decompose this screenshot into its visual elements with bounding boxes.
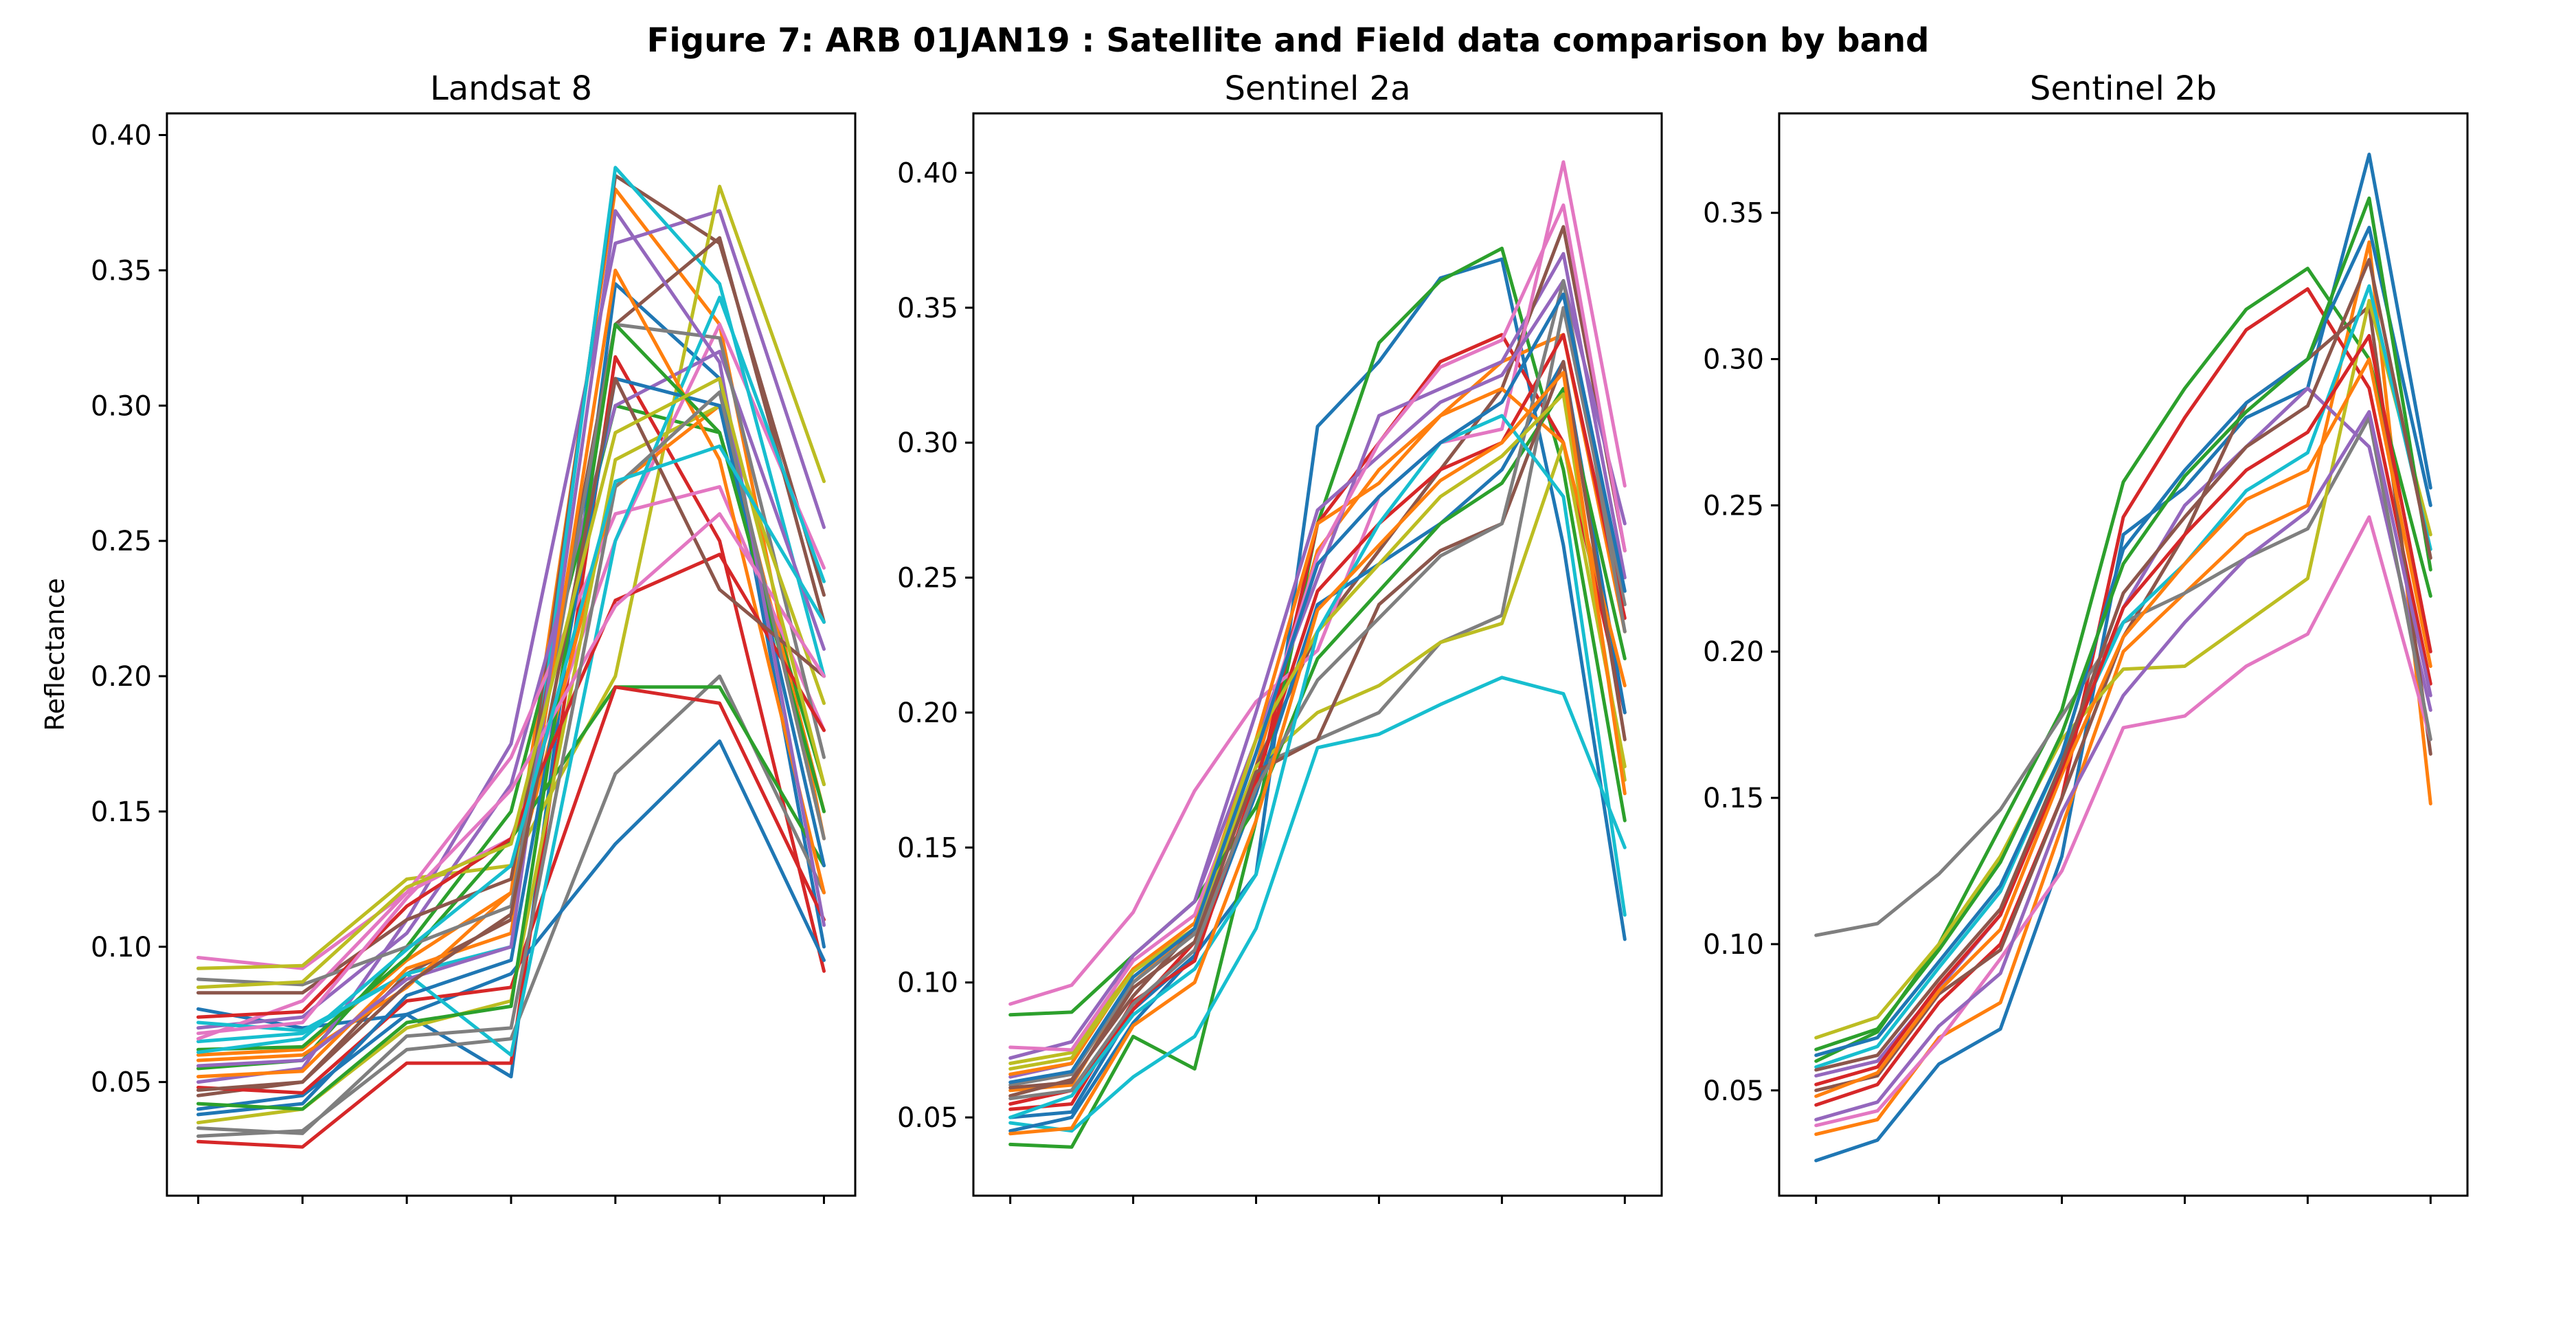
series-line: [1814, 334, 2432, 1086]
panel-title: Sentinel 2a: [1224, 69, 1410, 108]
y-tick-label: 0.40: [897, 157, 958, 189]
series-line: [196, 377, 826, 1092]
series-line: [196, 236, 826, 995]
y-tick-label: 0.25: [897, 563, 958, 594]
series-line: [196, 209, 826, 1084]
panel-title: Sentinel 2b: [2030, 69, 2217, 108]
series-line: [196, 685, 826, 1095]
series-line: [196, 484, 826, 1041]
series-group: [196, 166, 826, 1149]
series-line: [1008, 414, 1627, 1119]
y-tick-label: 0.05: [91, 1067, 152, 1099]
y-tick-label: 0.10: [1703, 929, 1764, 961]
series-line: [1008, 359, 1627, 1090]
panels: Landsat 8 0.05 0.10 0.15 0.20 0.25 0.30 0.35 0.4…: [40, 69, 2469, 1204]
series-line: [196, 295, 826, 1057]
series-line: [196, 355, 826, 1149]
series-line: [196, 268, 826, 1079]
series-line: [196, 350, 826, 1030]
y-tick-label: 0.05: [1703, 1075, 1764, 1107]
y-tick-label: 0.30: [897, 427, 958, 459]
y-tick-label: 0.25: [1703, 490, 1764, 522]
y-tick-label: 0.15: [1703, 783, 1764, 814]
series-line: [1814, 410, 2432, 1121]
y-axis-label: Reflectance: [40, 578, 70, 731]
y-tick-label: 0.35: [1703, 198, 1764, 230]
y-tick-label: 0.20: [897, 697, 958, 729]
y-tick-label: 0.35: [91, 255, 152, 287]
series-line: [196, 209, 826, 1068]
series-line: [1008, 203, 1627, 1052]
y-tick-label: 0.10: [897, 968, 958, 999]
series-group: [1814, 153, 2432, 1163]
series-line: [1008, 279, 1627, 1060]
series-line: [1814, 267, 2432, 1063]
y-tick-label: 0.05: [897, 1102, 958, 1134]
plot-frame: [1778, 112, 2469, 1197]
series-line: [1814, 153, 2432, 1163]
y-tick-label: 0.30: [1703, 344, 1764, 376]
y-tick-label: 0.25: [91, 526, 152, 557]
panel-title: Landsat 8: [430, 69, 592, 108]
y-tick-label: 0.20: [1703, 636, 1764, 668]
series-line: [1814, 258, 2432, 1072]
series-line: [196, 674, 826, 1138]
series-line: [1008, 387, 1627, 1017]
series-line: [1008, 675, 1627, 1133]
panel-1: Landsat 8 0.05 0.10 0.15 0.20 0.25 0.30 0.35 0.4…: [40, 69, 857, 1204]
series-line: [196, 444, 826, 1054]
series-line: [1008, 160, 1627, 1006]
panel-3: Sentinel 2b 0.05 0.10 0.15 0.20 0.25 0.30 0.35: [1703, 69, 2469, 1204]
y-tick-label: 0.10: [91, 932, 152, 963]
series-line: [196, 390, 826, 1135]
series-line: [1814, 225, 2432, 1058]
series-line: [196, 322, 826, 1111]
series-line: [1814, 196, 2432, 1051]
panel-2: Sentinel 2a 0.05 0.10 0.15 0.20 0.25 0.30 0.35 0…: [897, 69, 1663, 1204]
series-line: [196, 377, 826, 990]
series-line: [1008, 370, 1627, 1136]
y-tick-label: 0.35: [897, 293, 958, 324]
y-tick-label: 0.30: [91, 390, 152, 422]
series-line: [1814, 287, 2432, 1107]
series-line: [1814, 515, 2432, 1128]
series-line: [196, 377, 826, 1117]
series-line: [1814, 298, 2432, 1040]
y-tick-label: 0.15: [91, 796, 152, 828]
y-tick-label: 0.20: [91, 661, 152, 693]
y-tick-label: 0.15: [897, 832, 958, 864]
plot-frame: [972, 112, 1663, 1197]
figure-title: Figure 7: ARB 01JAN19 : Satellite and Fi…: [647, 21, 1930, 60]
series-line: [1008, 292, 1627, 1084]
series-line: [1814, 357, 2432, 1098]
series-line: [196, 512, 826, 1036]
series-line: [196, 739, 826, 1111]
series-group: [1008, 160, 1627, 1149]
y-tick-label: 0.40: [91, 120, 152, 152]
series-line: [1008, 440, 1627, 1065]
